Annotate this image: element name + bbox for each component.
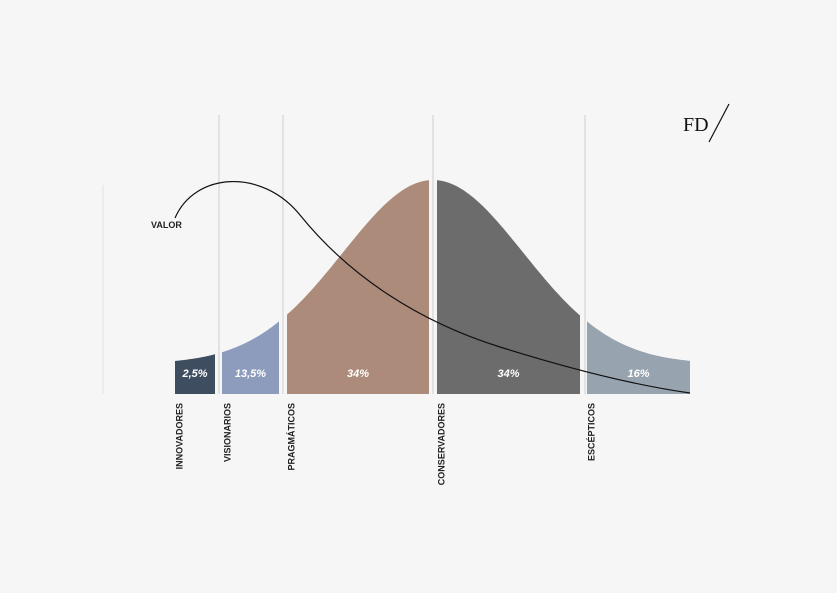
segment-label: CONSERVADORES bbox=[436, 403, 446, 485]
share-label: 34% bbox=[497, 368, 519, 380]
segment bbox=[175, 354, 215, 394]
segment-label: INNOVADORES bbox=[174, 403, 184, 469]
segment bbox=[587, 321, 690, 394]
share-label: 2,5% bbox=[181, 368, 207, 380]
curve-label: VALOR bbox=[151, 220, 182, 230]
segment-label: ESCÉPTICOS bbox=[586, 403, 596, 461]
share-label: 16% bbox=[627, 368, 649, 380]
share-label: 13,5% bbox=[235, 368, 266, 380]
dividers bbox=[218, 115, 586, 394]
segment bbox=[437, 180, 580, 394]
segment-label: PRAGMÁTICOS bbox=[286, 403, 296, 471]
segments bbox=[175, 180, 690, 394]
logo: FD bbox=[683, 114, 709, 136]
value-curve bbox=[174, 181, 691, 394]
labels: 2,5% INNOVADORES 13,5% VISIONARIOS 34% PRAGMÁ… bbox=[174, 368, 649, 485]
segment bbox=[287, 180, 429, 394]
segment bbox=[222, 321, 279, 394]
share-label: 34% bbox=[347, 368, 369, 380]
segment-label: VISIONARIOS bbox=[222, 403, 232, 462]
logo-slash bbox=[708, 103, 730, 143]
